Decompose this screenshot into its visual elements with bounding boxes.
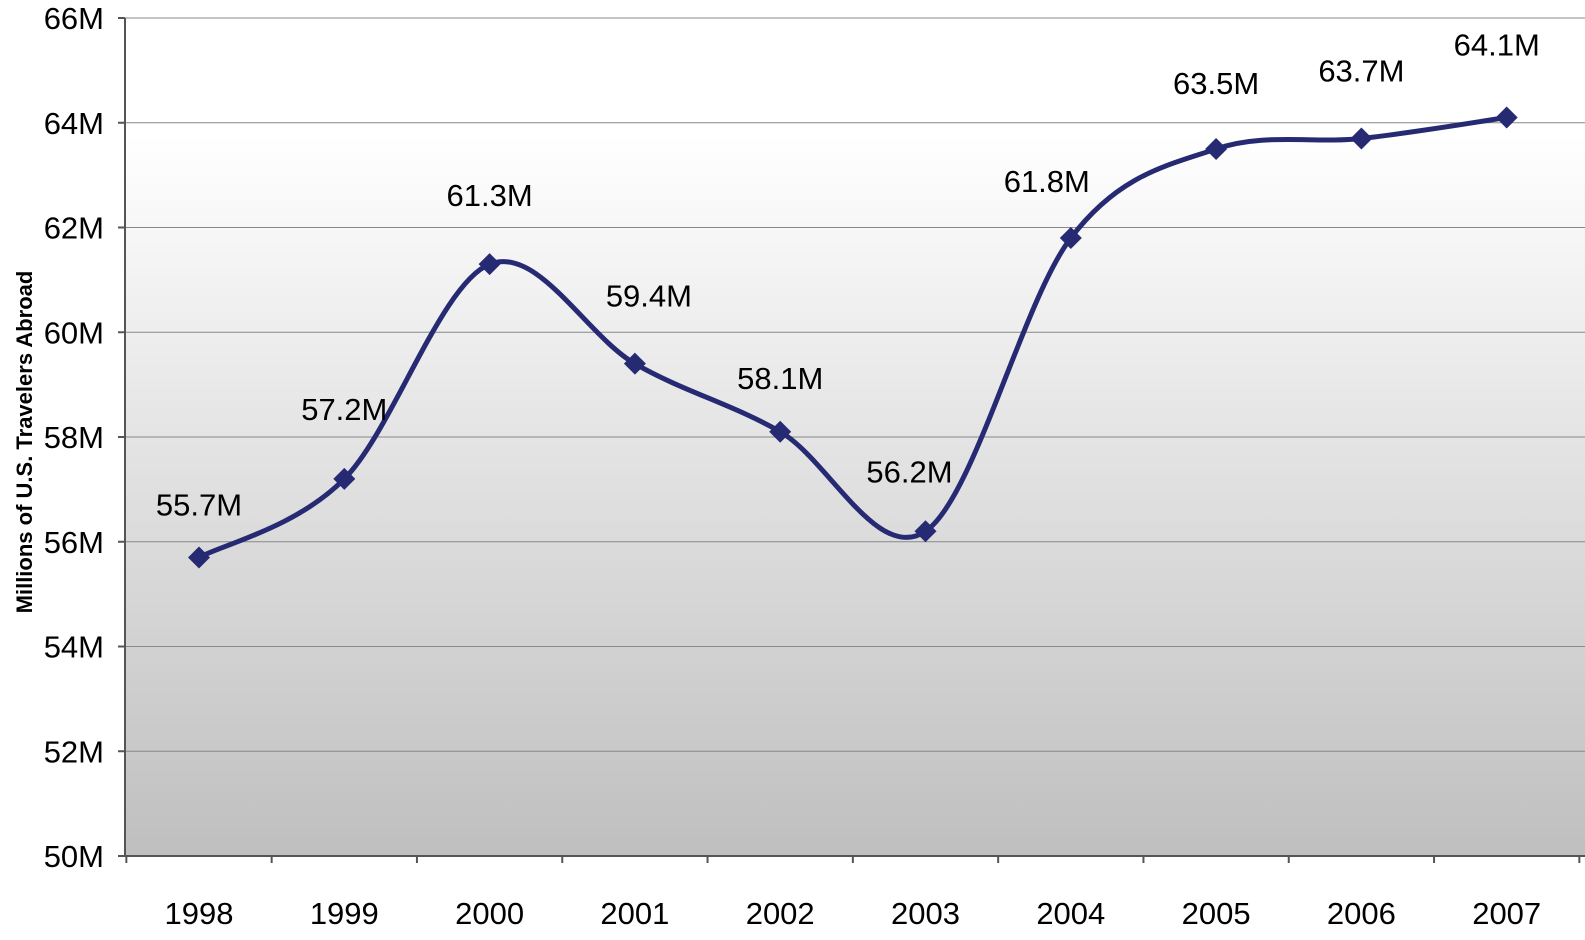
- y-axis-title: Millions of U.S. Travelers Abroad: [12, 271, 37, 614]
- axes: [118, 17, 1585, 863]
- x-tick-label-2006: 2006: [1327, 896, 1396, 931]
- y-tick-label-50: 50M: [44, 839, 104, 874]
- data-label-1998: 55.7M: [156, 487, 242, 522]
- marker-2002: [769, 420, 792, 443]
- x-tick-label-1999: 1999: [310, 896, 379, 931]
- y-tick-label-58: 58M: [44, 420, 104, 455]
- marker-2004: [1059, 226, 1082, 249]
- data-label-2005: 63.5M: [1173, 66, 1259, 101]
- data-label-2007: 64.1M: [1454, 28, 1540, 63]
- x-tick-label-1998: 1998: [165, 896, 234, 931]
- y-tick-label-54: 54M: [44, 630, 104, 665]
- data-label-2000: 61.3M: [447, 178, 533, 213]
- x-tick-label-2007: 2007: [1472, 896, 1541, 931]
- marker-1998: [188, 546, 210, 569]
- data-label-2003: 56.2M: [866, 454, 952, 489]
- markers: [188, 106, 1518, 569]
- x-tick-label-2001: 2001: [600, 896, 669, 931]
- x-tick-label-2002: 2002: [746, 896, 815, 931]
- y-tick-label-66: 66M: [44, 1, 104, 36]
- data-label-2004: 61.8M: [1004, 164, 1090, 199]
- y-tick-label-62: 62M: [44, 211, 104, 246]
- marker-2001: [623, 352, 646, 375]
- data-label-1999: 57.2M: [301, 392, 387, 427]
- y-tick-label-64: 64M: [44, 106, 104, 141]
- marker-2000: [478, 253, 501, 276]
- series-line-0: [196, 115, 1510, 560]
- data-labels: 55.7M 57.2M 61.3M 59.4M 58.1M 56.2M 61.8M 63.5M…: [156, 28, 1540, 523]
- x-tick-label-2005: 2005: [1182, 896, 1251, 931]
- marker-2005: [1205, 137, 1228, 160]
- data-label-2006: 63.7M: [1318, 53, 1404, 88]
- marker-1999: [333, 467, 356, 490]
- data-label-2001: 59.4M: [606, 279, 692, 314]
- x-tick-label-2000: 2000: [455, 896, 524, 931]
- series-layer: [196, 115, 1510, 560]
- y-tick-labels: 50M 52M 54M 56M 58M 60M 62M 64M 66M: [44, 1, 104, 874]
- y-tick-label-56: 56M: [44, 525, 104, 560]
- marker-2006: [1350, 127, 1373, 150]
- gridlines: [125, 17, 1585, 752]
- data-label-2002: 58.1M: [737, 361, 823, 396]
- marker-2007: [1495, 106, 1518, 129]
- x-tick-labels: 1998 1999 2000 2001 2002 2003 2004 2005 2006 2007: [165, 896, 1542, 931]
- y-tick-label-52: 52M: [44, 734, 104, 769]
- x-tick-label-2004: 2004: [1036, 896, 1105, 931]
- marker-2003: [914, 520, 937, 543]
- x-tick-label-2003: 2003: [891, 896, 960, 931]
- y-tick-label-60: 60M: [44, 315, 104, 350]
